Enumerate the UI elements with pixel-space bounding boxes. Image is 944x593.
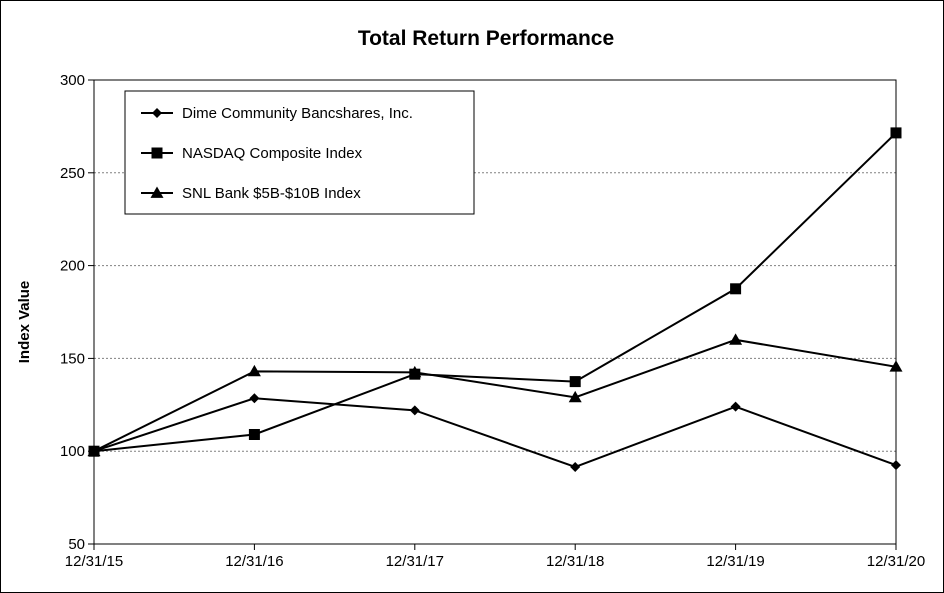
diamond-marker	[152, 108, 162, 118]
diamond-marker	[249, 393, 260, 404]
series-diamond	[89, 393, 901, 472]
x-tick-label: 12/31/18	[546, 553, 604, 570]
series-line	[93, 338, 897, 453]
triangle-marker	[150, 186, 164, 198]
legend-box	[124, 90, 475, 215]
y-tick-label: 250	[60, 165, 85, 182]
tick-labels: 50 100 150 200 250 300 12/31/15 12/31/16 12/31/1…	[60, 72, 925, 570]
square-marker	[730, 283, 742, 295]
legend-label: Dime Community Bancshares, Inc.	[182, 105, 413, 122]
square-marker	[890, 127, 902, 139]
y-tick-label: 300	[60, 72, 85, 89]
triangle-marker	[889, 360, 903, 372]
triangle-marker	[568, 390, 582, 403]
triangle-marker	[408, 365, 422, 378]
diamond-marker	[570, 461, 581, 472]
chart-title: Total Return Performance	[358, 27, 614, 50]
x-tick-label: 12/31/15	[65, 553, 123, 570]
legend-label: NASDAQ Composite Index	[182, 145, 363, 162]
diamond-marker	[730, 401, 741, 412]
legend-label: SNL Bank $5B-$10B Index	[182, 185, 361, 202]
x-tick-label: 12/31/17	[386, 553, 444, 570]
series-group	[87, 127, 903, 472]
x-tick-label: 12/31/19	[706, 553, 764, 570]
series-triangle	[87, 333, 903, 457]
square-marker	[151, 147, 163, 159]
diamond-marker	[891, 460, 901, 471]
y-tick-label: 50	[68, 536, 85, 553]
y-axis-label: Index Value	[16, 281, 33, 364]
y-tick-label: 200	[60, 258, 85, 275]
square-marker	[569, 376, 581, 388]
x-tick-label: 12/31/16	[225, 553, 283, 570]
legend: Dime Community Bancshares, Inc. NASDAQ Co…	[124, 90, 475, 215]
triangle-marker	[87, 444, 101, 457]
triangle-marker	[247, 364, 261, 377]
y-tick-label: 150	[60, 350, 85, 367]
series-line	[93, 132, 897, 453]
x-tick-label: 12/31/20	[867, 553, 925, 570]
square-marker	[248, 428, 260, 440]
y-tick-label: 100	[60, 443, 85, 460]
plot-area-border	[93, 79, 897, 545]
series-line	[93, 397, 897, 469]
triangle-marker	[729, 333, 743, 345]
gridlines	[94, 172, 896, 452]
diamond-marker	[409, 405, 420, 416]
